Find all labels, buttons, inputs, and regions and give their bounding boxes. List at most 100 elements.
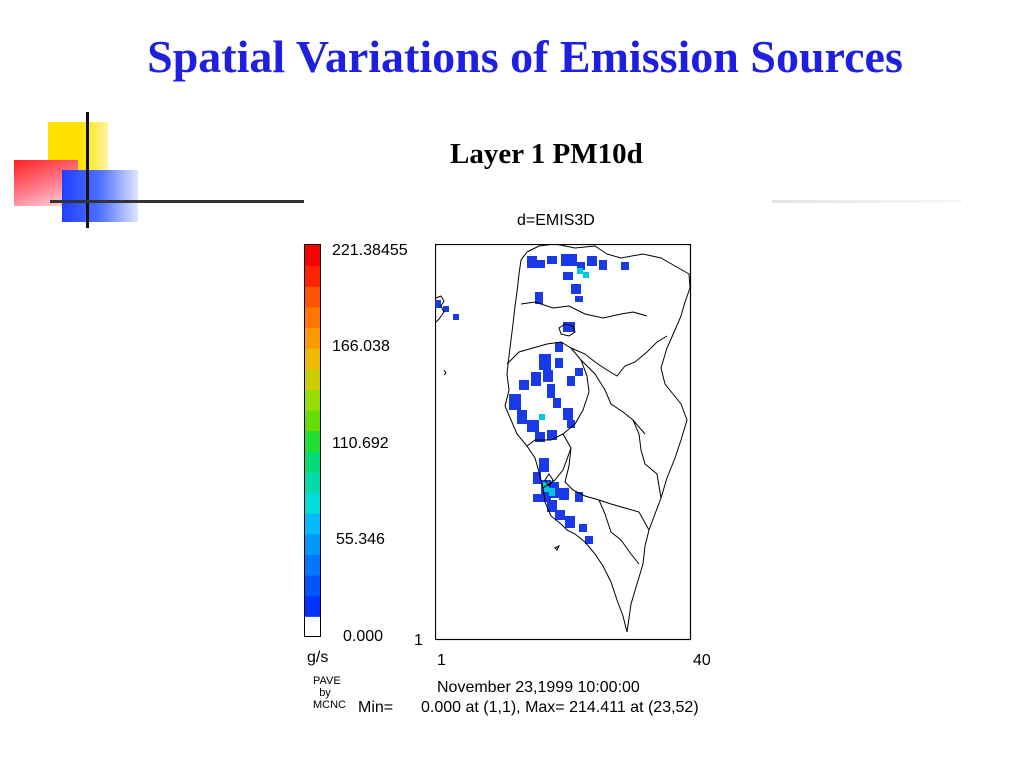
colorbar (304, 244, 321, 638)
credit-line-3: MCNC (313, 699, 346, 711)
emission-cell (531, 372, 541, 386)
emission-cell (443, 306, 449, 312)
emission-cell (563, 408, 573, 420)
slide-title: Spatial Variations of Emission Sources (147, 31, 903, 82)
main-coastline-east (606, 253, 691, 289)
emission-cell (517, 410, 527, 424)
island-speck (443, 369, 447, 376)
emission-cell (527, 420, 539, 432)
boundary-7 (598, 499, 640, 565)
emission-cell-high (549, 488, 555, 496)
boundary-6 (542, 447, 572, 489)
min-label: Min= (358, 699, 394, 716)
colorbar-label-4: 55.346 (336, 531, 385, 548)
emission-cell (559, 488, 569, 500)
east-coast (626, 287, 691, 633)
colorbar-label-2: 166.038 (332, 338, 390, 355)
units-label: g/s (307, 649, 329, 666)
emission-cell (571, 284, 581, 294)
emission-cell (555, 358, 563, 368)
emission-cell-high (583, 272, 589, 278)
emission-cell (575, 368, 583, 376)
emission-cell (561, 254, 577, 266)
emission-cell (553, 398, 561, 408)
emission-cell (585, 536, 593, 544)
x-axis-min-label: 1 (437, 652, 446, 669)
colorbar-swatch (305, 410, 320, 432)
colorbar-swatch (305, 306, 320, 329)
emission-cell (509, 394, 521, 410)
emission-map (435, 244, 692, 641)
layer-title: Layer 1 PM10d (450, 138, 643, 170)
colorbar-swatch (305, 513, 320, 535)
decorative-vertical-line (86, 112, 89, 228)
emission-cell (579, 524, 587, 532)
island-coastline (435, 295, 445, 323)
emission-cell (563, 272, 573, 280)
colorbar-swatch (305, 368, 320, 390)
emission-cell (537, 260, 545, 268)
colorbar-swatch (305, 616, 320, 638)
colorbar-swatch (305, 471, 320, 494)
emission-cell (547, 256, 557, 264)
emission-cell (555, 342, 563, 352)
emission-cell-high (543, 482, 549, 492)
colorbar-swatch (305, 492, 320, 514)
emission-cell (535, 292, 543, 304)
emission-cell (539, 354, 551, 370)
boundary-2 (506, 335, 668, 377)
emission-cell (563, 322, 575, 332)
credit-line-2: by (319, 687, 331, 699)
emission-cell (533, 494, 541, 502)
colorbar-swatch (305, 451, 320, 473)
emission-cell-high (577, 268, 583, 274)
decorative-blue-square (62, 170, 138, 222)
colorbar-swatch (305, 265, 320, 287)
emission-cell (577, 262, 585, 270)
city-ring-1 (558, 323, 576, 337)
emission-cell (599, 260, 607, 270)
main-coastline-north (526, 244, 608, 255)
decorative-horizontal-line-right (772, 200, 962, 203)
plot-subtitle: d=EMIS3D (517, 212, 595, 229)
coast-speck (554, 544, 561, 551)
colorbar-label-max: 221.38455 (332, 242, 408, 259)
colorbar-swatch (305, 595, 320, 617)
emission-cell (567, 420, 575, 428)
emission-cell (533, 472, 541, 484)
colorbar-swatch (305, 575, 320, 597)
colorbar-swatch (305, 554, 320, 576)
boundary-3 (526, 347, 590, 447)
emission-cell (547, 500, 557, 512)
emission-cell (453, 314, 459, 320)
main-coastline-west (504, 251, 628, 633)
emission-cell (539, 458, 549, 472)
y-axis-min-label: 1 (414, 632, 423, 649)
emission-cell (527, 256, 537, 268)
emission-cell (547, 430, 557, 440)
colorbar-swatch (305, 533, 320, 555)
colorbar-swatch (305, 389, 320, 411)
emission-cell (567, 376, 575, 386)
emission-cell-high (539, 414, 545, 420)
emission-cell (435, 300, 441, 308)
emission-cell (575, 296, 583, 302)
emission-cell (555, 510, 565, 520)
credit-line-1: PAVE (313, 675, 341, 687)
emission-cell (575, 492, 583, 502)
boundary-1 (520, 301, 648, 319)
x-axis-max-label: 40 (693, 652, 711, 669)
boundary-5 (562, 433, 650, 531)
emission-cell (621, 262, 629, 270)
emission-cell (519, 380, 529, 390)
boundary-8 (632, 419, 662, 499)
minmax-text: 0.000 at (1,1), Max= 214.411 at (23,52) (421, 699, 699, 716)
emission-cell (565, 516, 575, 528)
colorbar-swatch (305, 286, 320, 308)
colorbar-swatch (305, 327, 320, 349)
emission-cell (587, 256, 597, 266)
emission-cell (547, 384, 555, 398)
colorbar-swatch (305, 430, 320, 452)
colorbar-swatch (305, 348, 320, 370)
colorbar-label-3: 110.692 (332, 435, 389, 452)
